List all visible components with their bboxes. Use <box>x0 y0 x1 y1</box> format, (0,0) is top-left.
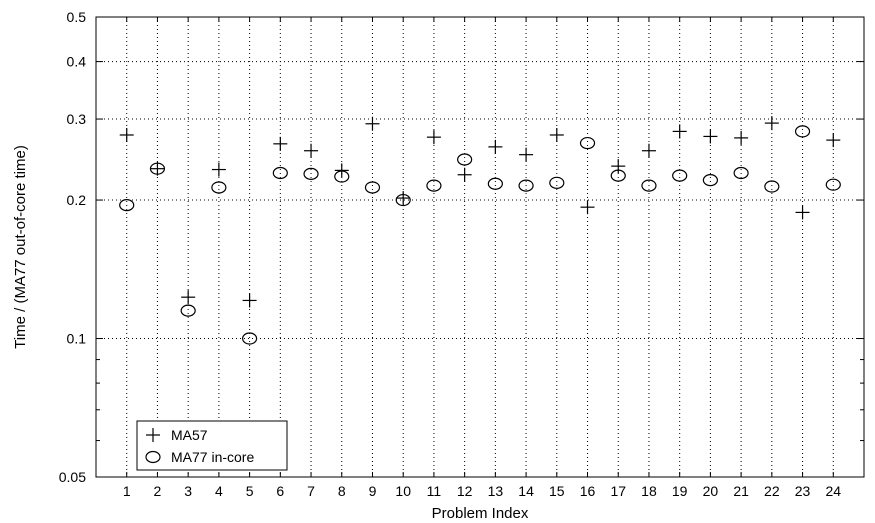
x-tick-label: 8 <box>338 483 346 499</box>
ma77-in-core-point-19 <box>672 169 688 182</box>
ma77-in-core-point-8 <box>334 170 350 183</box>
ma77-in-core-point-24 <box>825 178 841 191</box>
ma57-point-20 <box>703 129 718 144</box>
ma57-point-13 <box>488 139 503 154</box>
ma77-in-core-point-11 <box>426 179 442 192</box>
ma57-point-6 <box>273 136 288 151</box>
x-tick-label: 4 <box>215 483 223 499</box>
plot-area-frame <box>95 16 865 478</box>
ma57-point-19 <box>672 124 687 139</box>
x-tick-label: 9 <box>369 483 377 499</box>
ma57-point-8 <box>334 163 349 178</box>
ma77-in-core-point-22 <box>764 180 780 193</box>
ma77-in-core-point-9 <box>364 181 381 194</box>
ma57-point-17 <box>611 159 626 174</box>
x-tick-label: 14 <box>518 483 534 499</box>
x-tick-label: 6 <box>276 483 284 499</box>
x-tick-label: 17 <box>610 483 626 499</box>
ma57-point-5 <box>242 293 257 308</box>
ma77-in-core-point-14 <box>518 179 534 192</box>
x-tick-label: 3 <box>184 483 192 499</box>
x-tick-label: 10 <box>395 483 411 499</box>
x-tick-label: 7 <box>307 483 315 499</box>
ma77-in-core-point-23 <box>794 125 811 138</box>
ma77-in-core-point-16 <box>579 136 596 150</box>
ma57-point-2 <box>150 161 165 176</box>
ma57-point-12 <box>457 167 472 182</box>
ma57-point-22 <box>764 116 779 131</box>
ma57-point-9 <box>365 116 380 131</box>
x-axis-label: Problem Index <box>432 505 529 522</box>
legend-box <box>136 420 288 471</box>
ma57-point-18 <box>641 143 656 158</box>
ma57-point-21 <box>734 130 749 145</box>
ma57-point-24 <box>826 133 841 148</box>
ma77-in-core-point-21 <box>733 166 749 180</box>
ma57-point-23 <box>795 205 810 220</box>
ma57-point-11 <box>426 130 441 145</box>
legend-marker-ma77-in-core <box>145 450 161 464</box>
ma77-in-core-point-17 <box>610 169 626 182</box>
legend-marker-ma57 <box>146 428 160 442</box>
ma57-point-3 <box>181 290 196 305</box>
x-tick-label: 1 <box>123 483 131 499</box>
legend-symbol <box>145 450 161 464</box>
x-tick-label: 23 <box>795 483 811 499</box>
x-tick-label: 12 <box>457 483 473 499</box>
data-points <box>119 116 841 345</box>
ma77-in-core-point-7 <box>303 167 319 180</box>
x-tick-label: 22 <box>764 483 780 499</box>
x-tick-label: 5 <box>246 483 254 499</box>
ma57-point-14 <box>519 147 534 162</box>
ma77-in-core-point-15 <box>549 176 565 189</box>
ma77-in-core-point-1 <box>119 199 135 212</box>
ma77-in-core-point-13 <box>487 177 503 190</box>
ma57-point-7 <box>304 143 319 158</box>
ma57-point-1 <box>119 127 134 142</box>
y-tick-label: 0.1 <box>67 331 87 347</box>
y-tick-label: 0.3 <box>67 111 87 127</box>
legend-label-ma77-in-core: MA77 in-core <box>171 449 254 465</box>
ma57-point-10 <box>396 191 411 206</box>
x-tick-label: 13 <box>488 483 504 499</box>
tick-labels: 1 2 3 4 5 6 7 8 9 10 11 12 13 14 15 16 17 18 19 20 21 22 23 240… <box>59 9 842 499</box>
x-tick-label: 19 <box>672 483 688 499</box>
legend-symbol <box>146 428 160 442</box>
y-tick-label: 0.2 <box>67 192 87 208</box>
y-axis-label: Time / (MA77 out-of-core time) <box>12 145 29 349</box>
x-tick-label: 16 <box>580 483 596 499</box>
ma77-in-core-point-10 <box>395 193 411 207</box>
x-tick-label: 11 <box>427 483 442 499</box>
ma77-in-core-point-2 <box>149 162 166 175</box>
ma77-in-core-point-12 <box>457 153 473 166</box>
ma77-in-core-point-3 <box>180 304 196 317</box>
x-tick-label: 24 <box>825 483 841 499</box>
ma77-in-core-point-20 <box>702 174 719 187</box>
ma57-point-4 <box>211 162 226 177</box>
y-tick-label: 0.05 <box>59 469 86 485</box>
y-tick-label: 0.5 <box>67 9 87 25</box>
ma77-in-core-point-4 <box>211 181 227 194</box>
x-tick-label: 20 <box>703 483 719 499</box>
legend: MA57 MA77 in-core <box>136 420 288 471</box>
x-tick-label: 18 <box>641 483 657 499</box>
legend-label-ma57: MA57 <box>171 427 208 443</box>
ma77-in-core-point-5 <box>242 332 258 345</box>
axis-ticks <box>96 16 864 478</box>
y-tick-label: 0.4 <box>67 54 87 70</box>
ma57-point-15 <box>549 127 564 142</box>
x-tick-label: 2 <box>154 483 162 499</box>
grid-lines <box>96 17 864 477</box>
ma77-in-core-point-6 <box>272 166 288 180</box>
x-tick-label: 15 <box>549 483 565 499</box>
x-tick-label: 21 <box>733 483 749 499</box>
ma57-point-16 <box>580 200 595 215</box>
ma77-in-core-point-18 <box>641 179 657 192</box>
